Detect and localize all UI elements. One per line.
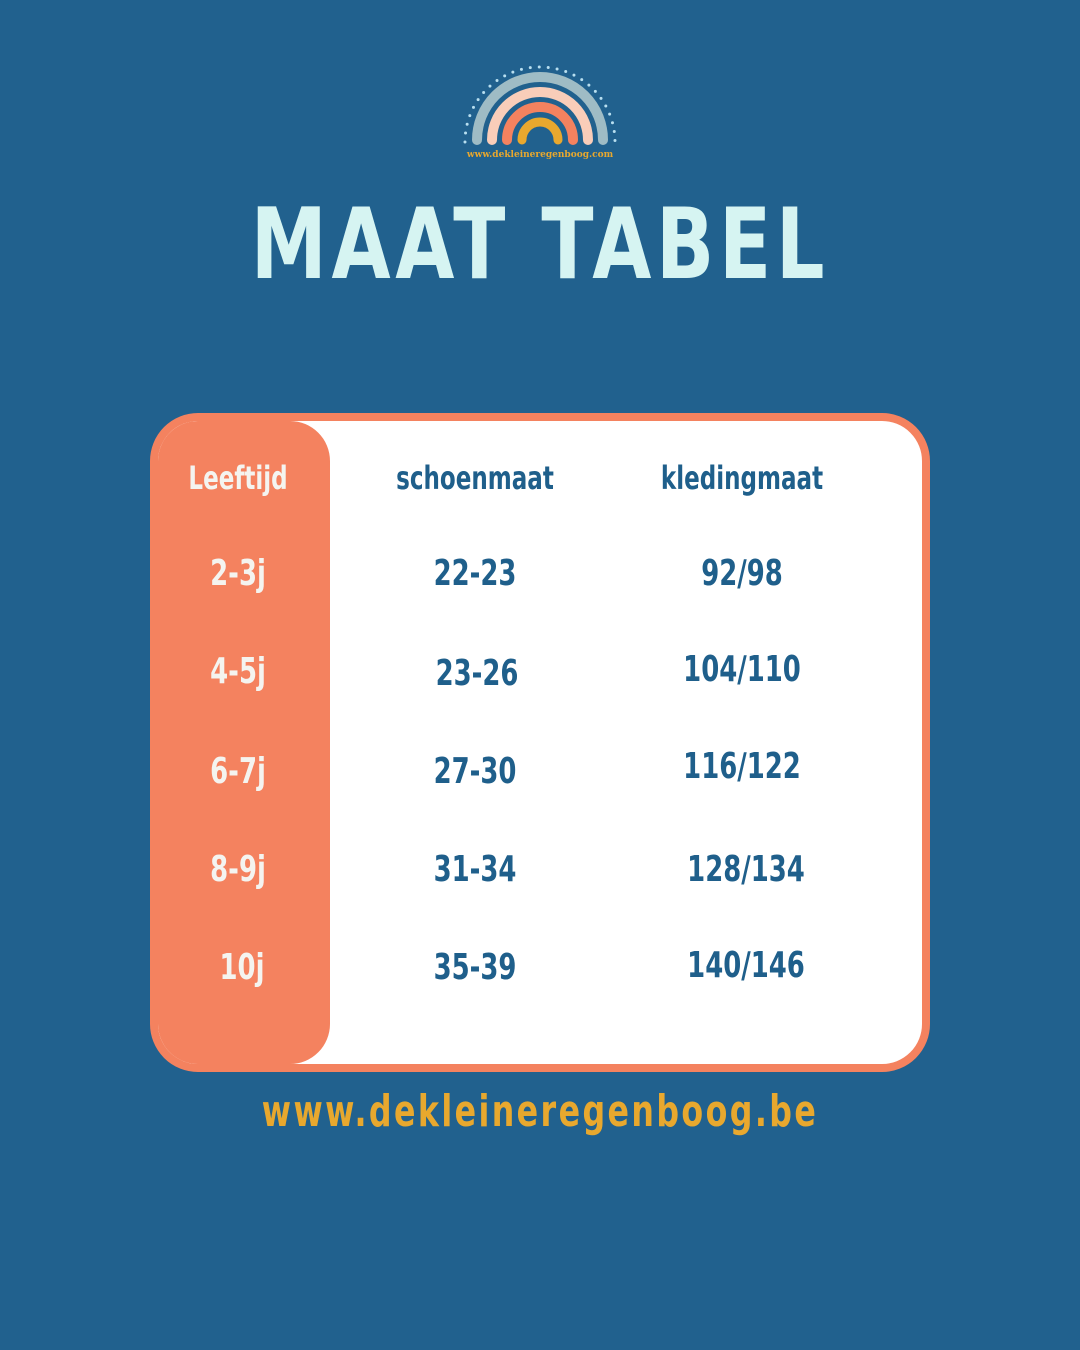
header-age: Leeftijd [188,459,288,497]
clothing-size-cell: 116/122 [683,746,801,787]
shoe-size-cell: 23-26 [435,653,519,694]
age-cell: 4-5j [210,651,266,692]
age-cell: 2-3j [210,553,266,594]
clothing-size-cell: 92/98 [701,553,783,594]
age-cell: 10j [219,947,265,988]
age-cell: 8-9j [210,849,266,890]
rainbow-logo [463,65,617,145]
clothing-size-cell: 128/134 [687,849,805,890]
shoe-size-cell: 31-34 [433,849,517,890]
size-table: Leeftijd schoenmaat kledingmaat 2-3j 22-… [150,413,930,1072]
website-link[interactable]: www.dekleineregenboog.be [261,1086,819,1137]
header-shoe-size: schoenmaat [396,459,554,497]
age-cell: 6-7j [210,751,266,792]
header-clothing-size: kledingmaat [660,459,824,497]
shoe-size-cell: 27-30 [433,751,517,792]
shoe-size-cell: 22-23 [433,553,517,594]
shoe-size-cell: 35-39 [433,947,517,988]
clothing-size-cell: 104/110 [683,649,801,690]
clothing-size-cell: 140/146 [687,945,805,986]
logo-url: www.dekleineregenboog.com [466,150,614,160]
age-column [158,421,330,1064]
page-title: MAAT TABEL [250,188,830,302]
